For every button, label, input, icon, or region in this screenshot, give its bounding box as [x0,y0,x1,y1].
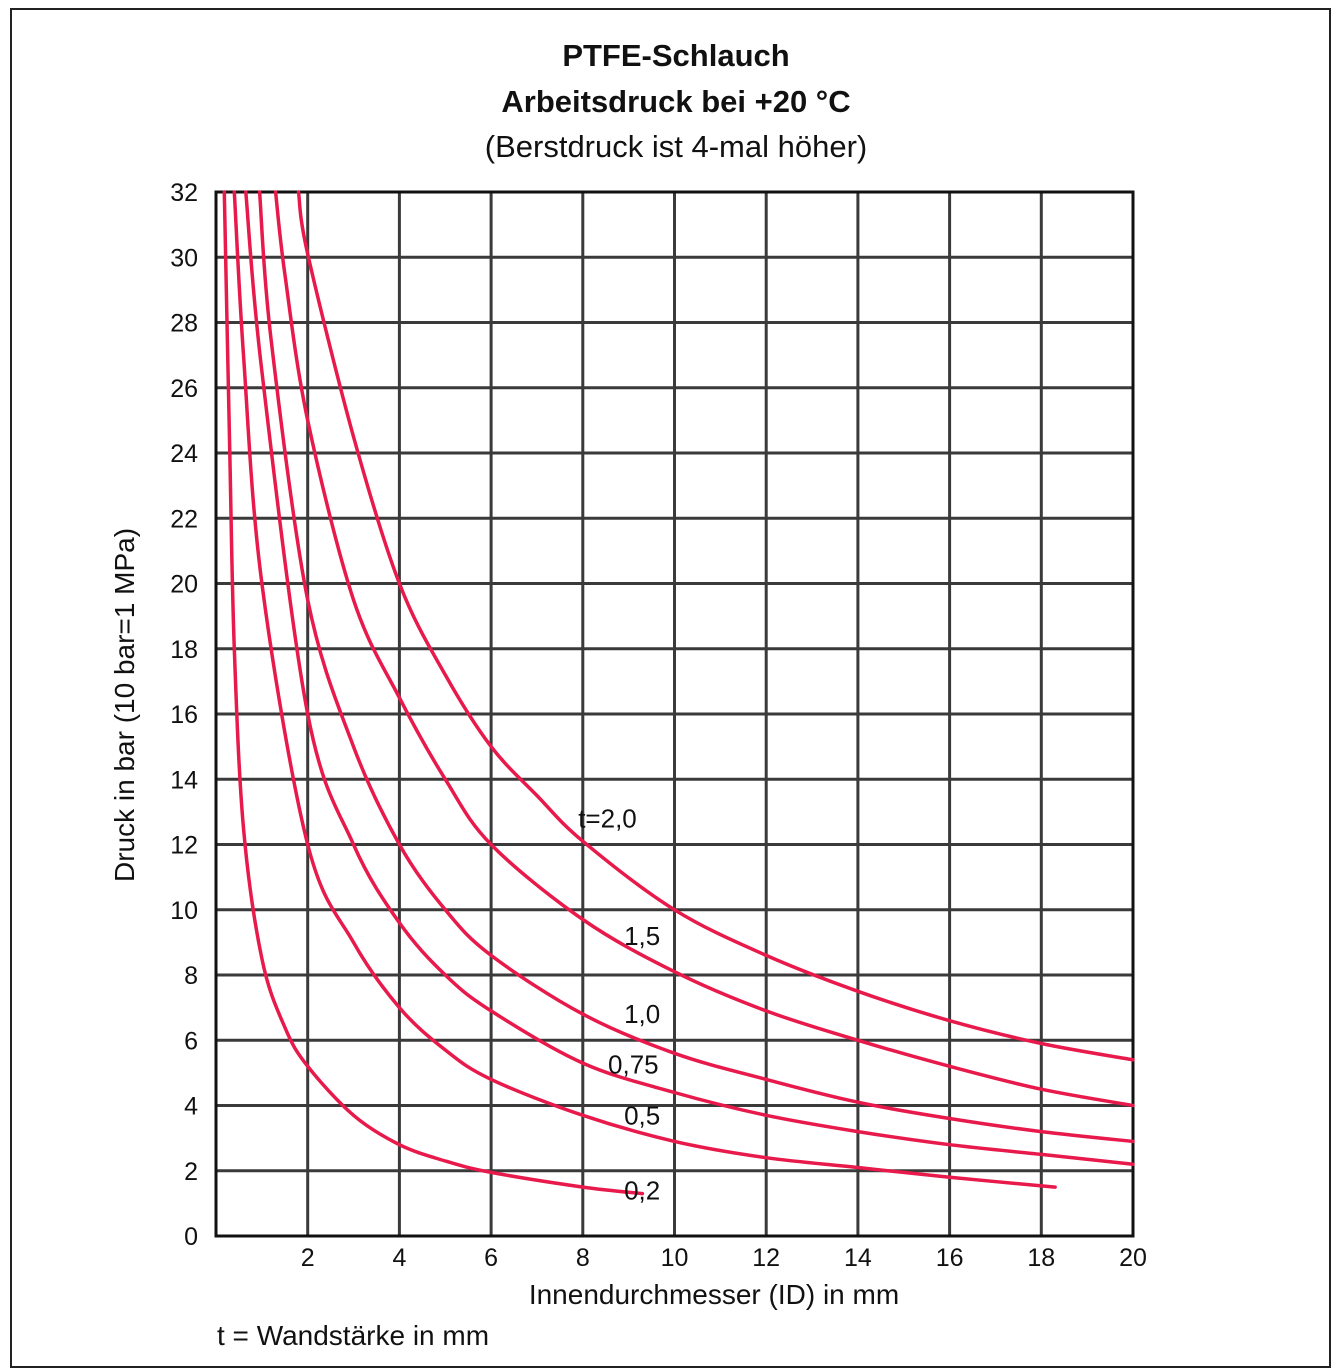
x-tick-labels: 2 4 6 8 10 12 14 16 18 20 [301,1244,1147,1272]
curve-label-1: t=2,0 [578,803,637,833]
curve-series-6 [222,190,645,1196]
y-tick-label: 0 [184,1223,198,1251]
y-tick-label: 28 [170,310,198,338]
x-tick-label: 12 [752,1244,780,1272]
plot-border [214,190,1135,1238]
x-tick-label: 2 [301,1244,315,1272]
chart-subtitle: Arbeitsdruck bei +20 °C [501,84,850,119]
x-tick-label: 8 [576,1244,590,1272]
y-tick-label: 32 [170,179,198,207]
chart-subtitle-note: (Berstdruck ist 4-mal höher) [485,129,867,164]
y-tick-label: 24 [170,440,198,468]
y-tick-label: 12 [170,832,198,860]
curve-series-3 [257,190,1135,1144]
x-tick-label: 14 [844,1244,872,1272]
curve-series-1 [296,190,1135,1062]
y-tick-label: 8 [184,962,198,990]
y-tick-label: 14 [170,766,198,794]
curve-label-5: 0,5 [624,1100,660,1130]
curve-label-2: 1,5 [624,921,660,951]
x-tick-label: 20 [1119,1244,1147,1272]
curves [222,190,1135,1196]
y-tick-label: 6 [184,1027,198,1055]
y-tick-label: 22 [170,505,198,533]
y-tick-label: 10 [170,897,198,925]
y-tick-label: 26 [170,375,198,403]
chart-title: PTFE-Schlauch [562,38,789,73]
x-tick-label: 4 [392,1244,406,1272]
y-tick-label: 2 [184,1158,198,1186]
y-tick-label: 20 [170,571,198,599]
y-tick-label: 4 [184,1093,198,1121]
curve-label-4: 0,75 [608,1050,659,1080]
curve-label-3: 1,0 [624,999,660,1029]
x-tick-label: 16 [936,1244,964,1272]
footnote: t = Wandstärke in mm [217,1320,489,1351]
x-tick-label: 6 [484,1244,498,1272]
curve-series-2 [273,190,1135,1108]
curve-series-5 [232,190,1057,1189]
x-axis-label: Innendurchmesser (ID) in mm [529,1279,899,1310]
curve-label-6: 0,2 [624,1175,660,1205]
grid [214,190,1135,1238]
x-tick-label: 10 [661,1244,689,1272]
curve-series-4 [244,190,1135,1166]
curve-labels: t=2,0 1,5 1,0 0,75 0,5 0,2 [578,803,660,1205]
x-tick-label: 18 [1027,1244,1055,1272]
y-tick-label: 30 [170,244,198,272]
y-tick-label: 18 [170,636,198,664]
y-tick-label: 16 [170,701,198,729]
y-axis-label: Druck in bar (10 bar=1 MPa) [109,528,140,882]
